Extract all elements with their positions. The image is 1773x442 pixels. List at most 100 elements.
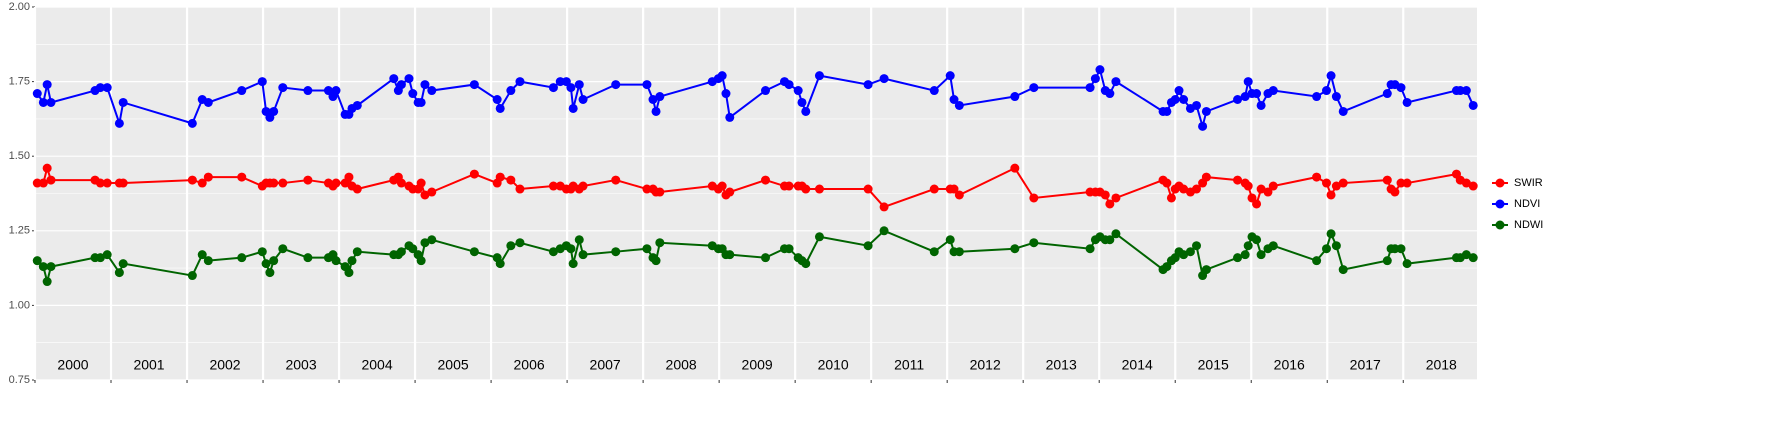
point <box>611 247 621 257</box>
point <box>655 187 665 197</box>
year-label: 2012 <box>970 357 1001 373</box>
point <box>548 247 558 257</box>
point <box>1331 241 1341 251</box>
point <box>1243 77 1253 87</box>
point <box>495 172 505 182</box>
point <box>863 80 873 90</box>
point <box>784 80 794 90</box>
point <box>396 178 406 188</box>
point <box>389 74 399 84</box>
point <box>784 244 794 254</box>
point <box>1010 244 1020 254</box>
point <box>427 187 437 197</box>
point <box>352 247 362 257</box>
point <box>46 262 56 272</box>
point <box>396 247 406 257</box>
point <box>1312 92 1322 102</box>
point <box>651 256 661 266</box>
legend-label: NDVI <box>1514 198 1540 210</box>
point <box>814 71 824 81</box>
point <box>1396 244 1406 254</box>
point <box>1338 106 1348 116</box>
point <box>1331 181 1341 191</box>
year-label: 2003 <box>285 357 316 373</box>
point <box>655 238 665 248</box>
year-label: 2001 <box>133 357 164 373</box>
point <box>495 259 505 269</box>
point <box>1029 193 1039 203</box>
point <box>1243 181 1253 191</box>
point <box>197 178 207 188</box>
year-label: 2014 <box>1122 357 1153 373</box>
year-label: 2015 <box>1198 357 1229 373</box>
point <box>801 259 811 269</box>
point <box>1382 175 1392 185</box>
point <box>725 112 735 122</box>
point <box>1256 100 1266 110</box>
year-label: 2009 <box>742 357 773 373</box>
year-label: 2005 <box>438 357 469 373</box>
point <box>1468 253 1478 263</box>
point <box>118 97 128 107</box>
point <box>1326 71 1336 81</box>
point <box>725 187 735 197</box>
point <box>344 268 354 278</box>
y-tick-label: 1.00 <box>9 299 30 311</box>
point <box>32 256 42 266</box>
point <box>102 83 112 93</box>
point <box>863 184 873 194</box>
point <box>118 259 128 269</box>
point <box>1326 229 1336 239</box>
point <box>1192 241 1202 251</box>
point <box>38 97 48 107</box>
point <box>945 71 955 81</box>
point <box>863 241 873 251</box>
point <box>261 259 271 269</box>
point <box>879 74 889 84</box>
legend-key-point <box>1495 178 1505 188</box>
year-label: 2017 <box>1350 357 1381 373</box>
point <box>651 106 661 116</box>
year-label: 2018 <box>1426 357 1457 373</box>
point <box>303 86 313 96</box>
point <box>1095 65 1105 75</box>
point <box>1252 89 1262 99</box>
point <box>717 71 727 81</box>
point <box>568 103 578 113</box>
y-tick-label: 1.50 <box>9 150 30 162</box>
point <box>1233 253 1243 263</box>
point <box>506 175 516 185</box>
point <box>1233 175 1243 185</box>
point <box>237 86 247 96</box>
point <box>574 80 584 90</box>
point <box>611 80 621 90</box>
point <box>114 268 124 278</box>
point <box>1201 106 1211 116</box>
point <box>1170 95 1180 105</box>
point <box>278 178 288 188</box>
point <box>1111 193 1121 203</box>
point <box>879 202 889 212</box>
point <box>578 250 588 260</box>
point <box>1252 235 1262 245</box>
point <box>1085 83 1095 93</box>
point <box>203 172 213 182</box>
point <box>1402 178 1412 188</box>
point <box>566 244 576 254</box>
point <box>761 175 771 185</box>
point <box>416 97 426 107</box>
year-label: 2011 <box>894 357 924 373</box>
point <box>1179 250 1189 260</box>
point <box>1382 256 1392 266</box>
point <box>1243 241 1253 251</box>
point <box>814 184 824 194</box>
point <box>725 250 735 260</box>
point <box>611 175 621 185</box>
point <box>1105 235 1115 245</box>
point <box>1396 83 1406 93</box>
legend-label: SWIR <box>1514 177 1543 189</box>
point <box>114 118 124 128</box>
point <box>492 95 502 105</box>
point <box>506 241 516 251</box>
